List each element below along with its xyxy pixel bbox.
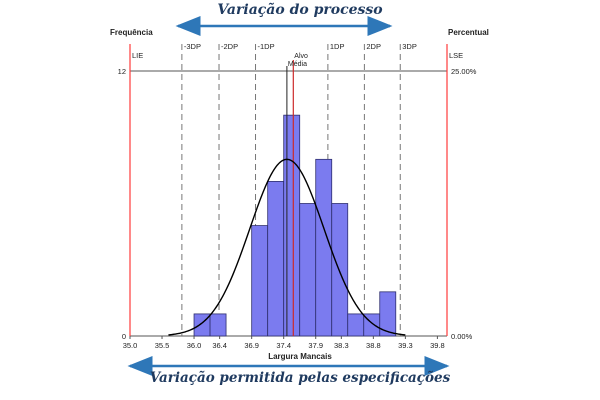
histogram-bar <box>347 313 365 337</box>
target-label: Alvo <box>294 53 308 60</box>
histogram-bar <box>379 291 397 337</box>
x-tick-label: 35.0 <box>123 341 138 350</box>
upper-spec-label: LSE <box>449 51 463 60</box>
sigma-label: 2DP <box>366 42 381 51</box>
sigma-label: 3DP <box>402 42 417 51</box>
x-tick-label: 36.0 <box>187 341 202 350</box>
sigma-label: -2DP <box>221 42 238 51</box>
y2-tick-label: 0.00% <box>451 332 473 341</box>
y-tick-label: 0 <box>122 332 126 341</box>
mean-label: Média <box>288 61 307 68</box>
percentage-axis-title: Percentual <box>448 28 489 37</box>
x-tick-label: 39.8 <box>430 341 445 350</box>
histogram-bar <box>283 114 301 337</box>
histogram-bar <box>209 313 227 337</box>
sigma-label: -1DP <box>258 42 275 51</box>
sigma-label: -3DP <box>184 42 201 51</box>
x-tick-label: 38.3 <box>334 341 349 350</box>
x-tick-label: 39.3 <box>398 341 413 350</box>
x-tick-label: 37.9 <box>308 341 323 350</box>
histogram-bar <box>315 158 333 337</box>
x-tick-label: 35.5 <box>155 341 170 350</box>
process-variation-title: Variação do processo <box>217 2 383 18</box>
lower-spec-label: LIE <box>132 51 143 60</box>
histogram-bar <box>251 225 269 337</box>
x-tick-label: 36.9 <box>244 341 259 350</box>
spec-variation-title: Variação permitida pelas especificações <box>149 370 451 386</box>
y-tick-label: 12 <box>118 67 126 76</box>
histogram-bar <box>299 203 317 337</box>
histogram-bar <box>267 181 285 337</box>
x-axis-title: Largura Mancais <box>268 352 332 361</box>
sigma-label: 1DP <box>330 42 345 51</box>
x-tick-label: 36.4 <box>212 341 227 350</box>
histogram-bar <box>331 203 349 337</box>
normal-curve <box>168 158 406 336</box>
x-tick-label: 37.4 <box>276 341 291 350</box>
x-tick-label: 38.8 <box>366 341 381 350</box>
frequency-axis-title: Frequência <box>110 28 153 37</box>
y2-tick-label: 25.00% <box>451 67 477 76</box>
